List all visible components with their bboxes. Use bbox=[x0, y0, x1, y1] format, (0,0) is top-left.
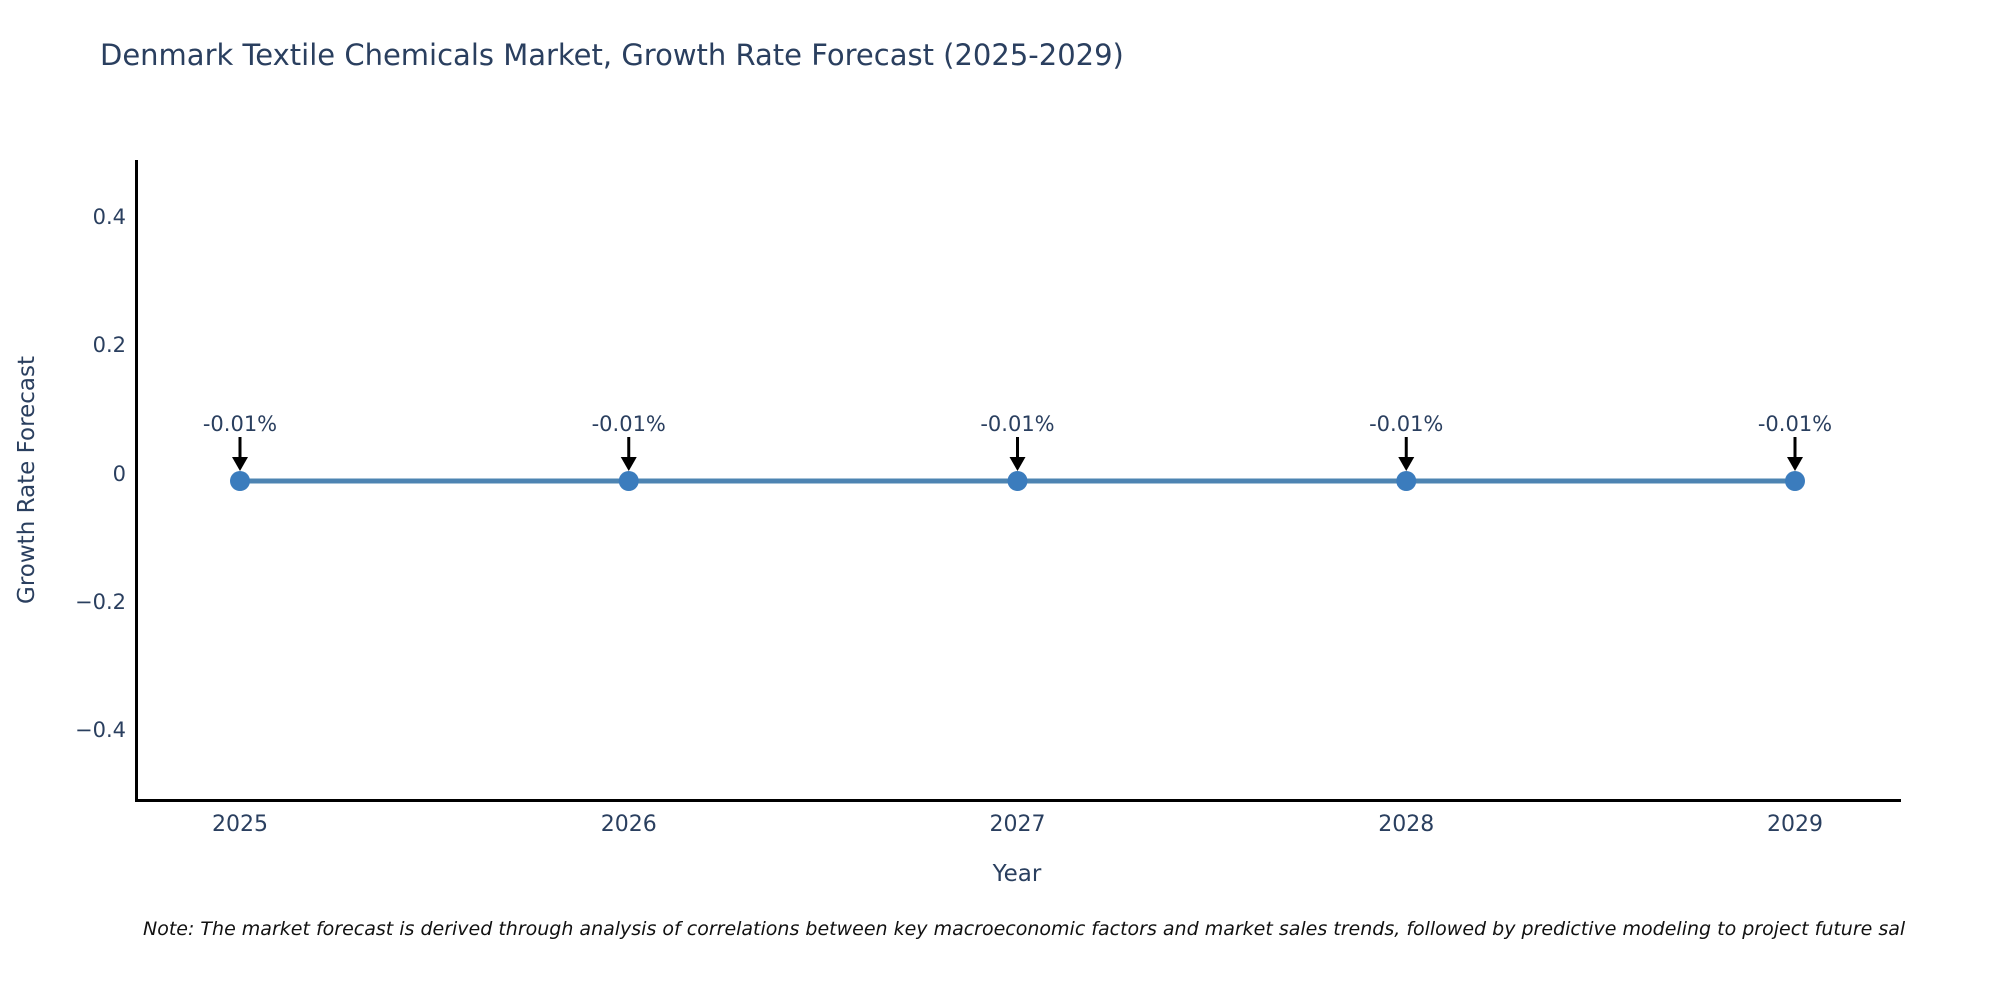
x-tick-label: 2028 bbox=[1378, 812, 1435, 837]
chart-title: Denmark Textile Chemicals Market, Growth… bbox=[100, 38, 1124, 72]
x-tick-label: 2025 bbox=[212, 812, 268, 837]
y-tick-label: 0.2 bbox=[92, 333, 126, 358]
footnote: Note: The market forecast is derived thr… bbox=[143, 918, 1906, 940]
x-tick-label: 2029 bbox=[1767, 812, 1823, 837]
y-tick-label: 0.4 bbox=[92, 204, 126, 229]
x-tick-label: 2027 bbox=[989, 812, 1046, 837]
x-tick-label: 2026 bbox=[600, 812, 657, 837]
x-axis-title: Year bbox=[992, 861, 1042, 887]
y-tick-label: −0.2 bbox=[75, 589, 126, 614]
y-tick-label: −0.4 bbox=[75, 718, 126, 743]
y-tick-label: 0 bbox=[112, 461, 126, 486]
plot-area bbox=[135, 160, 1901, 802]
